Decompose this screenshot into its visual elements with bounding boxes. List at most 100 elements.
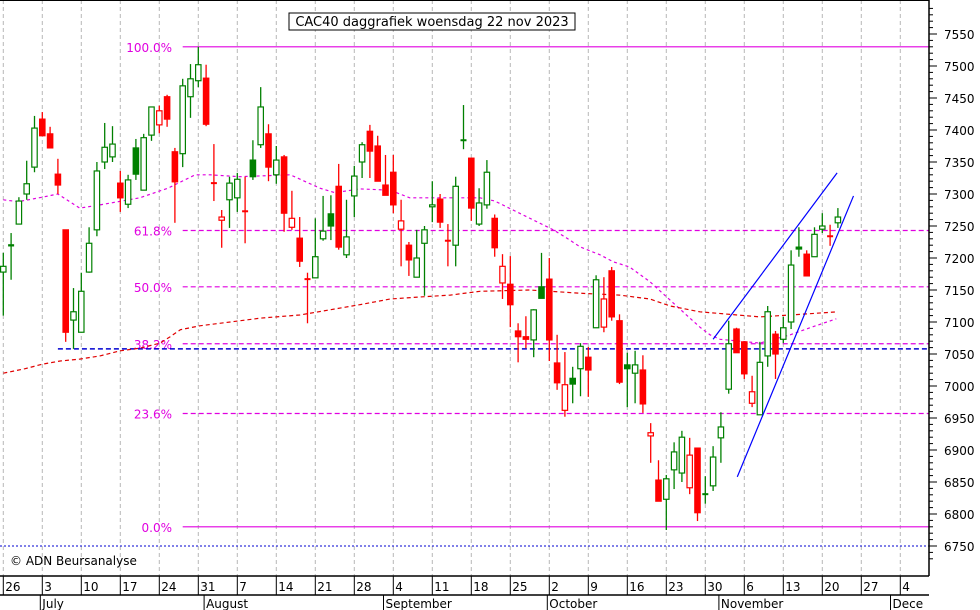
candle-body [46,133,54,149]
candle [156,105,163,134]
candle [818,213,826,234]
candle [101,122,109,170]
candle-doji [242,210,249,213]
week-label: 14 [278,580,293,594]
price-tick-label: 7300 [944,188,975,202]
week-label: 31 [200,580,215,594]
candle [639,355,647,413]
candle [187,64,194,118]
price-tick-label: 7450 [944,92,975,106]
candle-body [413,257,421,278]
candle [795,227,803,257]
candle [631,350,639,404]
price-tick-label: 6950 [944,412,975,426]
candle [116,170,124,212]
candle-body [351,175,358,197]
date-axis: 26 3 10 17 24 31 7 14 21 28 4 11 18 25 2 9 16 23 30 6 13 20 27… [0,575,929,610]
candle-body [218,216,226,221]
candle [54,158,62,194]
candle [23,160,31,200]
candle-body [631,364,639,374]
candle-body [390,171,397,206]
candle [429,181,436,223]
candle [273,146,280,184]
price-tick-label: 6850 [944,476,975,490]
candle [779,316,787,344]
candle-body [733,328,740,354]
candle [46,126,54,149]
candle [670,442,678,490]
candle [343,199,350,258]
price-tick-label: 6900 [944,444,975,458]
candle [312,218,319,279]
candle-body [779,327,787,340]
week-label: 21 [317,580,332,594]
candle [413,229,421,278]
week-label: 24 [161,580,176,594]
candle [77,272,85,333]
candle-body [748,391,756,404]
candle [514,323,522,363]
candle-body [54,173,62,186]
candle [195,46,202,88]
month-label: November [721,597,783,610]
candle [234,172,241,212]
candle [93,162,101,237]
candle-doji [827,235,834,238]
candle-body [62,229,70,333]
candle [702,476,709,504]
candle-body [358,144,366,163]
candle-body [561,384,569,411]
candle-doji [460,139,467,142]
week-label: 26 [5,580,20,594]
candle [475,188,483,226]
candle [545,258,553,362]
candle-body [694,447,701,514]
candle-body [249,159,257,178]
candle [366,124,374,178]
candle [483,160,491,209]
candle-body [499,265,506,284]
week-label: 17 [122,580,137,594]
week-label: 3 [44,580,52,594]
candle-body [545,278,553,341]
candle-body [577,345,584,370]
candle-body [795,246,803,250]
candle-body [834,216,842,224]
candle [764,306,772,367]
candle [491,214,499,257]
candle [148,106,155,141]
price-tick-label: 7100 [944,316,975,330]
candle-body [234,178,241,199]
candle [616,314,623,385]
candle-body [273,159,280,176]
candle [171,147,179,223]
trend-channel [712,172,855,478]
candle [109,126,116,162]
candle-body [296,237,304,262]
candle [15,197,23,225]
candle [553,334,561,390]
price-tick-label: 7500 [944,60,975,74]
candle-body [623,364,631,370]
candle [444,224,451,267]
week-label: 18 [473,580,488,594]
candle-body [335,185,343,248]
candle-body [670,451,678,471]
candle [499,254,506,299]
candle [756,341,764,416]
candle-body [468,157,475,209]
candle-body [280,156,288,214]
price-tick-label: 7400 [944,124,975,138]
candle-body [15,200,23,225]
candle-body [530,309,538,341]
candle-body [709,456,717,487]
candle-body [483,171,491,206]
price-tick-label: 7550 [944,28,975,42]
candle [390,154,397,214]
candle-body [312,256,319,279]
candle [351,165,358,218]
week-label: 28 [356,580,371,594]
candle [124,174,132,209]
